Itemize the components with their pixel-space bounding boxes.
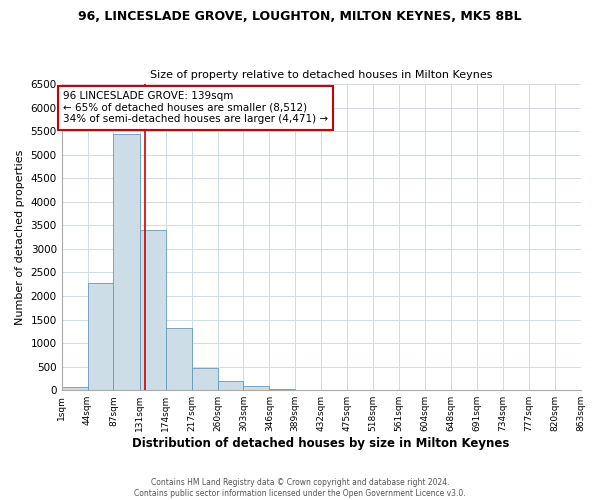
Bar	[244, 386, 269, 390]
Text: Contains HM Land Registry data © Crown copyright and database right 2024.
Contai: Contains HM Land Registry data © Crown c…	[134, 478, 466, 498]
Bar	[191, 368, 218, 390]
Bar	[269, 388, 295, 390]
Y-axis label: Number of detached properties: Number of detached properties	[15, 150, 25, 325]
Bar	[166, 328, 191, 390]
X-axis label: Distribution of detached houses by size in Milton Keynes: Distribution of detached houses by size …	[133, 437, 510, 450]
Bar	[88, 283, 113, 390]
Text: 96 LINCESLADE GROVE: 139sqm
← 65% of detached houses are smaller (8,512)
34% of : 96 LINCESLADE GROVE: 139sqm ← 65% of det…	[63, 91, 328, 124]
Text: 96, LINCESLADE GROVE, LOUGHTON, MILTON KEYNES, MK5 8BL: 96, LINCESLADE GROVE, LOUGHTON, MILTON K…	[78, 10, 522, 23]
Title: Size of property relative to detached houses in Milton Keynes: Size of property relative to detached ho…	[150, 70, 493, 81]
Bar	[62, 387, 88, 390]
Bar	[140, 230, 166, 390]
Bar	[218, 382, 244, 390]
Bar	[113, 134, 140, 390]
